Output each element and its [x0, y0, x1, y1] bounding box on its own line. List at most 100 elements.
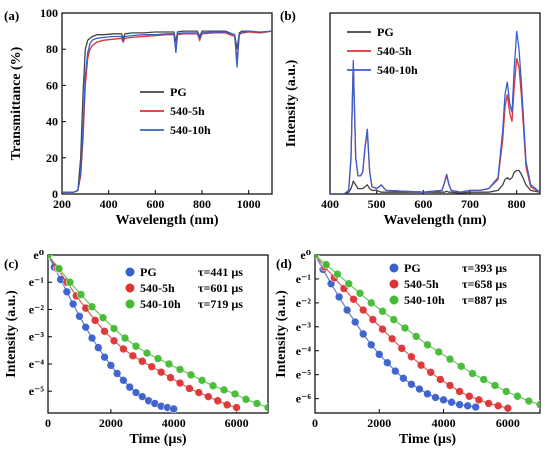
series-line-540-10h [62, 30, 272, 193]
legend-label: 540-10h [377, 63, 418, 77]
x-tick-label: 2000 [99, 416, 123, 430]
fit-line [48, 255, 174, 410]
legend-tau: τ=441 µs [198, 265, 243, 279]
x-tick-label: 500 [368, 197, 386, 211]
legend-tau: τ=719 µs [198, 297, 243, 311]
x-tick-label: 4000 [162, 416, 186, 430]
legend: PG 540-5h 540-10h [140, 85, 211, 137]
legend-label: 540-5h [170, 104, 205, 118]
legend-label: 540-10h [170, 123, 211, 137]
legend-tau: τ=393 µs [462, 261, 507, 275]
y-tick-label: e⁻³ [296, 320, 312, 334]
plot-frame [47, 254, 269, 414]
x-tick-label: 700 [461, 197, 479, 211]
fit-line [315, 255, 476, 408]
legend-tau: τ=601 µs [198, 281, 243, 295]
data-point [535, 400, 540, 409]
y-tick-label: e⁰ [33, 248, 44, 262]
fit-line [48, 255, 268, 409]
legend-label: PG [140, 265, 157, 279]
y-tick-label: e⁻⁵ [296, 368, 312, 382]
x-axis-label: Time (µs) [399, 432, 457, 447]
y-tick-label: e⁻³ [29, 330, 45, 344]
y-tick-label: e⁻¹ [29, 275, 45, 289]
y-tick-label: e⁻⁶ [296, 392, 312, 406]
legend-label: 540-5h [404, 277, 439, 291]
y-axis-label: Transmittance (%) [9, 46, 24, 160]
x-axis-label: Time (µs) [129, 432, 187, 447]
legend-label: PG [170, 85, 187, 99]
legend-label: PG [377, 25, 394, 39]
series-line-PG [330, 169, 540, 194]
x-tick-label: 800 [193, 197, 211, 211]
legend: PG 540-5h 540-10h [347, 25, 418, 77]
panel-d: (d) 0 2000 4000 6000 e⁰ e⁻¹ e⁻² e⁻³ e⁻⁴ e⁻⁵ e⁻⁶ Time… [274, 248, 541, 447]
fit-line [315, 255, 540, 406]
legend-label: 540-5h [377, 44, 412, 58]
x-tick-label: 400 [321, 197, 339, 211]
legend-marker [389, 295, 399, 305]
x-axis-label: Wavelength (nm) [383, 213, 486, 228]
y-tick-label: e⁻¹ [296, 272, 312, 286]
y-tick-label: 80 [46, 42, 58, 56]
x-tick-label: 4000 [432, 416, 456, 430]
series-PG [48, 255, 179, 413]
legend-tau: τ=658 µs [462, 277, 507, 291]
series-PG [315, 255, 481, 412]
legend: PG τ=393 µs 540-5h τ=658 µs 540-10h τ=887 µs [389, 261, 507, 307]
x-tick-label: 2000 [367, 416, 391, 430]
y-tick-label: e⁻² [296, 296, 312, 310]
fit-line [48, 255, 237, 409]
x-tick-label: 600 [414, 197, 432, 211]
data-point [169, 404, 179, 413]
plot-frame [314, 254, 541, 414]
x-tick-label: 6000 [225, 416, 249, 430]
fit-line [315, 255, 509, 409]
legend-label: 540-10h [140, 297, 181, 311]
legend-tau: τ=887 µs [462, 293, 507, 307]
x-tick-label: 800 [508, 197, 526, 211]
y-tick-label: e⁻⁴ [29, 357, 45, 371]
y-tick-label: 100 [40, 6, 58, 20]
y-tick-label: 60 [46, 78, 58, 92]
legend-marker [125, 299, 135, 309]
panel-c: (c) 0 2000 4000 6000 e⁰ e⁻¹ e⁻² e⁻³ e⁻⁴ e⁻⁵ Time (µ… [4, 248, 269, 447]
y-axis-label: Intensity (a.u.) [284, 59, 299, 147]
legend-label: 540-10h [404, 293, 445, 307]
plot-frame [329, 12, 541, 195]
plot-frame [61, 12, 273, 195]
y-axis-label: Intensity (a.u.) [4, 290, 19, 378]
x-tick-label: 0 [312, 416, 318, 430]
y-tick-label: e⁰ [300, 248, 311, 262]
y-tick-label: e⁻⁴ [296, 344, 312, 358]
y-tick-label: 0 [52, 187, 58, 201]
series-540-10h [48, 255, 268, 412]
series-540-5h [48, 255, 241, 412]
panel-b: (b) 400 500 600 700 800 Wavelength (nm) Intensi… [280, 8, 541, 228]
series-540-10h [315, 255, 540, 409]
legend: PG τ=441 µs 540-5h τ=601 µs 540-10h τ=719 µs [125, 265, 243, 311]
y-tick-label: e⁻⁵ [29, 384, 45, 398]
y-tick-label: e⁻² [29, 302, 45, 316]
y-tick-label: 20 [46, 151, 58, 165]
legend-marker [389, 263, 399, 273]
x-tick-label: 200 [53, 197, 71, 211]
panel-label: (a) [4, 8, 19, 23]
series-line-540-5h [62, 30, 272, 193]
x-tick-label: 400 [100, 197, 118, 211]
series-line-PG [62, 30, 272, 193]
legend-marker [389, 279, 399, 289]
panel-label: (d) [276, 256, 292, 271]
legend-marker [125, 267, 135, 277]
x-tick-label: 0 [45, 416, 51, 430]
series-540-5h [315, 255, 513, 413]
x-axis-label: Wavelength (nm) [115, 213, 218, 228]
x-tick-label: 1000 [237, 197, 261, 211]
panel-a: (a) 200 400 600 800 1000 0 20 40 60 80 100 Wavelengt… [4, 6, 273, 228]
legend-label: PG [404, 261, 421, 275]
series-line-540-10h [330, 31, 540, 194]
panel-label: (b) [280, 8, 296, 23]
y-axis-label: Intensity (a.u.) [274, 290, 289, 378]
legend-label: 540-5h [140, 281, 175, 295]
